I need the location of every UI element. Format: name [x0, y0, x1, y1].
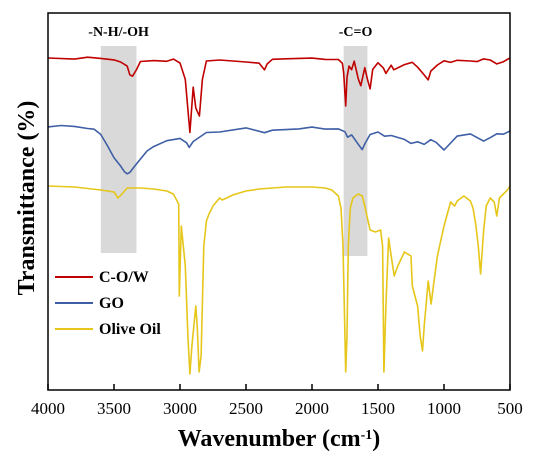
x-axis-title-superscript: -1 — [361, 428, 373, 443]
x-tick-label: 1500 — [361, 399, 395, 418]
x-tick-label: 3000 — [163, 399, 197, 418]
x-tick-label: 500 — [497, 399, 523, 418]
x-tick-label: 2000 — [295, 399, 329, 418]
x-tick-label: 4000 — [31, 399, 65, 418]
x-tick-labels: 4000 3500 3000 2500 2000 1500 1000 500 — [31, 399, 523, 418]
legend-label: C-O/W — [99, 269, 149, 286]
band-label: -N-H/-OH — [88, 25, 149, 40]
legend-label: GO — [99, 295, 124, 312]
y-axis-title: Transmittance (%) — [14, 101, 40, 296]
plot-frame — [47, 12, 511, 391]
x-tick-label: 1000 — [427, 399, 461, 418]
band-labels: -N-H/-OH -C=O — [88, 25, 372, 40]
x-ticks — [47, 384, 511, 390]
x-tick-label: 2500 — [229, 399, 263, 418]
highlight-band — [343, 46, 368, 256]
series-line — [47, 56, 511, 134]
x-tick-label: 3500 — [97, 399, 131, 418]
x-axis-title-close: ) — [372, 426, 380, 452]
x-axis-title: Wavenumber (cm-1) — [178, 426, 381, 452]
x-axis-title-main: Wavenumber (cm — [178, 426, 361, 452]
series-line — [47, 124, 511, 175]
band-label: -C=O — [339, 25, 373, 40]
spectrum-lines — [47, 56, 511, 375]
legend-label: Olive Oil — [99, 321, 161, 338]
legend: C-O/W GO Olive Oil — [55, 269, 161, 338]
highlight-bands — [100, 46, 368, 256]
highlight-band — [100, 46, 137, 253]
series-line — [47, 185, 511, 375]
